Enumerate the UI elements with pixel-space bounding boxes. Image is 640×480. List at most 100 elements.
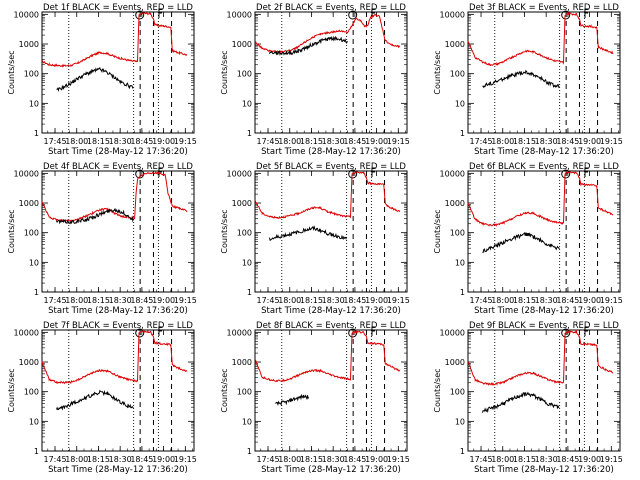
- x-tick-label: 18:00: [491, 296, 514, 305]
- x-tick-label: 18:30: [109, 137, 132, 146]
- y-tick-label: 1000: [232, 40, 252, 49]
- x-tick-label: 19:00: [365, 137, 388, 146]
- x-tick-label: 19:00: [152, 137, 175, 146]
- events-black-series: [482, 391, 560, 414]
- x-tick-label: 18:30: [109, 296, 132, 305]
- x-tick-label: 19:15: [600, 455, 623, 464]
- x-axis-label: Start Time (28-May-12 17:36:20): [261, 147, 401, 157]
- x-axis-label: Start Time (28-May-12 17:36:20): [48, 147, 188, 157]
- f-symbol: [584, 8, 589, 18]
- panel-2: Det 2f BLACK = Events, RED = LLD 1 10 100 10…: [220, 3, 410, 157]
- y-tick-label: 10: [455, 99, 465, 108]
- y-tick-label: 100: [450, 388, 465, 397]
- y-tick-label: 10000: [227, 169, 252, 178]
- y-axis-label: Counts/sec: [220, 368, 229, 412]
- y-tick-label: 10000: [440, 169, 465, 178]
- plot-frame: [254, 11, 408, 134]
- y-tick-label: 1000: [445, 358, 465, 367]
- panel-1: Det 1f BLACK = Events, RED = LLD 1 10 100 10…: [7, 3, 197, 157]
- y-tick-label: 1000: [19, 40, 39, 49]
- y-tick-label: 1000: [232, 358, 252, 367]
- y-tick-label: 1: [460, 129, 465, 138]
- x-tick-label: 18:45: [130, 455, 153, 464]
- y-tick-label: 100: [237, 388, 252, 397]
- panel-title: Det 3f BLACK = Events, RED = LLD: [469, 3, 619, 13]
- x-tick-label: 18:15: [513, 455, 536, 464]
- x-tick-label: 19:15: [174, 296, 197, 305]
- f-symbol: [158, 326, 163, 336]
- lld-red-series: [467, 11, 614, 67]
- f-symbol: [584, 326, 589, 336]
- x-tick-label: 18:00: [278, 455, 301, 464]
- y-tick-label: 1: [247, 447, 252, 456]
- x-tick-label: 19:15: [387, 296, 410, 305]
- y-tick-label: 1: [34, 447, 39, 456]
- events-black-series: [56, 208, 134, 225]
- x-tick-label: 18:30: [535, 455, 558, 464]
- x-tick-label: 18:15: [87, 137, 110, 146]
- plot-frame: [467, 170, 621, 293]
- plot-frame: [254, 170, 408, 293]
- y-tick-label: 100: [24, 388, 39, 397]
- circle-symbol: [135, 10, 145, 20]
- panel-5: Det 5f BLACK = Events, RED = LLD 1 10 100 10…: [220, 162, 410, 316]
- lld-red-series: [41, 329, 188, 385]
- y-tick-label: 10: [29, 258, 39, 267]
- x-tick-label: 18:00: [491, 137, 514, 146]
- events-black-series: [482, 69, 560, 89]
- x-tick-label: 18:15: [300, 137, 323, 146]
- y-tick-label: 1: [247, 129, 252, 138]
- circle-symbol: [561, 169, 571, 179]
- x-tick-label: 18:30: [535, 137, 558, 146]
- y-tick-label: 10: [242, 99, 252, 108]
- x-tick-label: 18:15: [300, 296, 323, 305]
- x-tick-label: 18:15: [513, 296, 536, 305]
- panel-8: Det 8f BLACK = Events, RED = LLD 1 10 100 10…: [220, 321, 410, 475]
- y-tick-label: 100: [24, 229, 39, 238]
- y-tick-label: 1: [34, 288, 39, 297]
- y-tick-label: 10: [242, 417, 252, 426]
- x-tick-label: 19:00: [365, 455, 388, 464]
- lld-red-series: [254, 171, 401, 219]
- circle-symbol: [348, 169, 358, 179]
- y-axis-label: Counts/sec: [220, 209, 229, 253]
- x-axis-label: Start Time (28-May-12 17:36:20): [48, 465, 188, 475]
- lld-red-series: [467, 329, 614, 386]
- y-axis-label: Counts/sec: [7, 368, 16, 412]
- x-tick-label: 18:30: [109, 455, 132, 464]
- events-black-series: [56, 66, 134, 93]
- y-tick-label: 1000: [19, 199, 39, 208]
- plot-frame: [254, 329, 408, 452]
- panel-9: Det 9f BLACK = Events, RED = LLD 1 10 100 10…: [433, 321, 623, 475]
- events-black-series: [56, 389, 134, 411]
- panel-3: Det 3f BLACK = Events, RED = LLD 1 10 100 10…: [433, 3, 623, 157]
- x-tick-label: 19:15: [600, 296, 623, 305]
- plot-frame: [41, 329, 195, 452]
- x-tick-label: 17:45: [469, 137, 492, 146]
- x-tick-label: 18:00: [491, 455, 514, 464]
- y-tick-label: 10000: [227, 10, 252, 19]
- y-tick-label: 1000: [445, 40, 465, 49]
- x-tick-label: 19:00: [365, 296, 388, 305]
- plot-frame: [467, 11, 621, 134]
- x-tick-label: 19:00: [152, 455, 175, 464]
- y-tick-label: 10: [29, 99, 39, 108]
- x-tick-label: 17:45: [43, 296, 66, 305]
- events-black-series: [482, 232, 560, 254]
- y-tick-label: 1: [247, 288, 252, 297]
- x-tick-label: 17:45: [469, 296, 492, 305]
- plot-frame: [41, 11, 195, 134]
- lld-red-series: [41, 11, 188, 68]
- x-tick-label: 18:30: [322, 137, 345, 146]
- x-tick-label: 18:45: [556, 455, 579, 464]
- x-tick-label: 19:15: [387, 455, 410, 464]
- x-tick-label: 18:00: [65, 455, 88, 464]
- y-tick-label: 100: [237, 229, 252, 238]
- y-axis-label: Counts/sec: [433, 368, 442, 412]
- y-tick-label: 10: [242, 258, 252, 267]
- f-symbol: [158, 167, 163, 177]
- y-tick-label: 10000: [14, 169, 39, 178]
- x-axis-label: Start Time (28-May-12 17:36:20): [261, 465, 401, 475]
- y-tick-label: 100: [24, 70, 39, 79]
- x-tick-label: 19:15: [174, 455, 197, 464]
